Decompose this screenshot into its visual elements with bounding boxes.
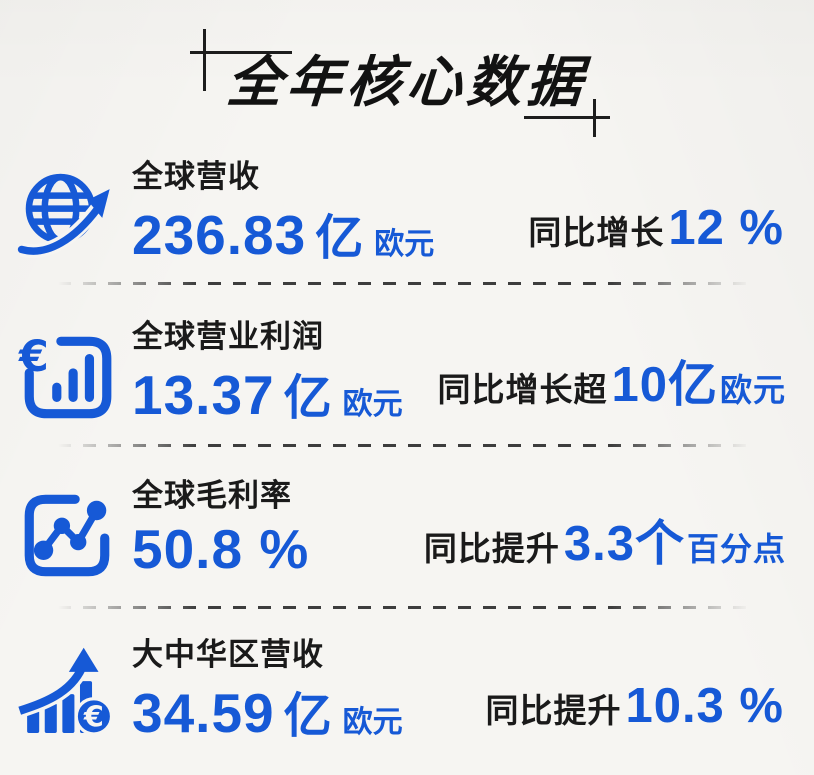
metric-label: 全球毛利率 bbox=[132, 478, 292, 513]
metric-comparison: 同比增长12 % bbox=[528, 201, 784, 255]
metric-row-global-revenue: 全球营收 236.83 亿欧元 同比增长12 % bbox=[0, 158, 814, 268]
metric-value: 236.83 亿欧元 bbox=[132, 204, 435, 266]
svg-text:€: € bbox=[83, 700, 104, 734]
metric-row-greater-china-revenue: € 大中华区营收 34.59 亿欧元 同比提升10.3 % bbox=[0, 636, 814, 746]
separator-line bbox=[58, 606, 750, 609]
globe-growth-icon bbox=[16, 166, 118, 268]
separator-line bbox=[58, 444, 750, 447]
metric-value: 50.8 % bbox=[132, 518, 310, 580]
metric-comparison: 同比提升10.3 % bbox=[485, 679, 784, 733]
euro-bar-chart-icon: € bbox=[16, 326, 118, 428]
rising-bars-euro-icon: € bbox=[16, 644, 118, 746]
metric-value: 34.59 亿欧元 bbox=[132, 682, 403, 744]
metric-row-operating-profit: € 全球营业利润 13.37 亿欧元 同比增长超10亿欧元 bbox=[0, 318, 814, 428]
metric-label: 大中华区营收 bbox=[132, 637, 324, 672]
page-title: 全年核心数据 bbox=[224, 51, 590, 113]
metric-label: 全球营业利润 bbox=[132, 319, 324, 354]
svg-text:€: € bbox=[18, 332, 49, 382]
metric-row-gross-margin: 全球毛利率 50.8 % 同比提升3.3个百分点 bbox=[0, 477, 814, 587]
separator-line bbox=[58, 282, 750, 285]
metric-comparison: 同比提升3.3个百分点 bbox=[423, 517, 786, 571]
metric-comparison: 同比增长超10亿欧元 bbox=[437, 358, 786, 412]
line-chart-icon bbox=[16, 485, 118, 587]
metric-label: 全球营收 bbox=[132, 159, 260, 194]
metric-value: 13.37 亿欧元 bbox=[132, 364, 403, 426]
